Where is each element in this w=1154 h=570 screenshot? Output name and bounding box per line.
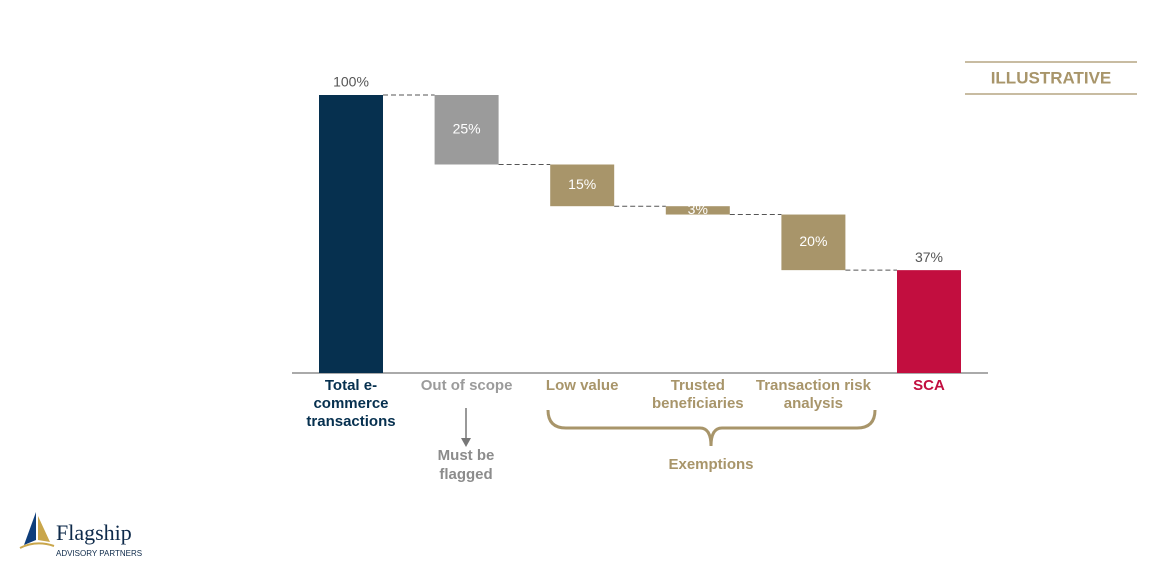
logo: Flagship ADVISORY PARTNERS: [19, 512, 142, 558]
badge: ILLUSTRATIVE: [991, 68, 1112, 87]
value-label: 3%: [688, 201, 708, 217]
value-label: 37%: [915, 249, 943, 265]
value-label: 20%: [799, 233, 827, 249]
arrow-head: [461, 438, 471, 447]
logo-tagline: ADVISORY PARTNERS: [56, 549, 142, 558]
value-label: 25%: [453, 120, 481, 136]
logo-name: Flagship: [56, 520, 132, 545]
bar: [319, 95, 383, 373]
category-label: Total e-commerce transactions: [306, 377, 396, 430]
value-label: 15%: [568, 176, 596, 192]
bar: [434, 95, 499, 165]
category-label: Trusted beneficiaries: [651, 377, 744, 412]
category-label: Low value: [545, 377, 619, 394]
brace: [546, 409, 877, 447]
bar: [665, 206, 730, 215]
logo-wave: [19, 542, 55, 549]
category-label: Out of scope: [420, 377, 513, 394]
annotation: Exemptions: [668, 456, 754, 473]
bar: [550, 164, 615, 207]
category-label: SCA: [913, 377, 945, 394]
category-label: Transaction risk analysis: [755, 377, 871, 412]
bar: [781, 214, 846, 271]
value-label: 100%: [333, 74, 369, 90]
annotation: Must be flagged: [437, 447, 495, 483]
bar: [897, 270, 961, 373]
logo-sail: [38, 516, 50, 542]
logo-sail: [24, 512, 36, 545]
